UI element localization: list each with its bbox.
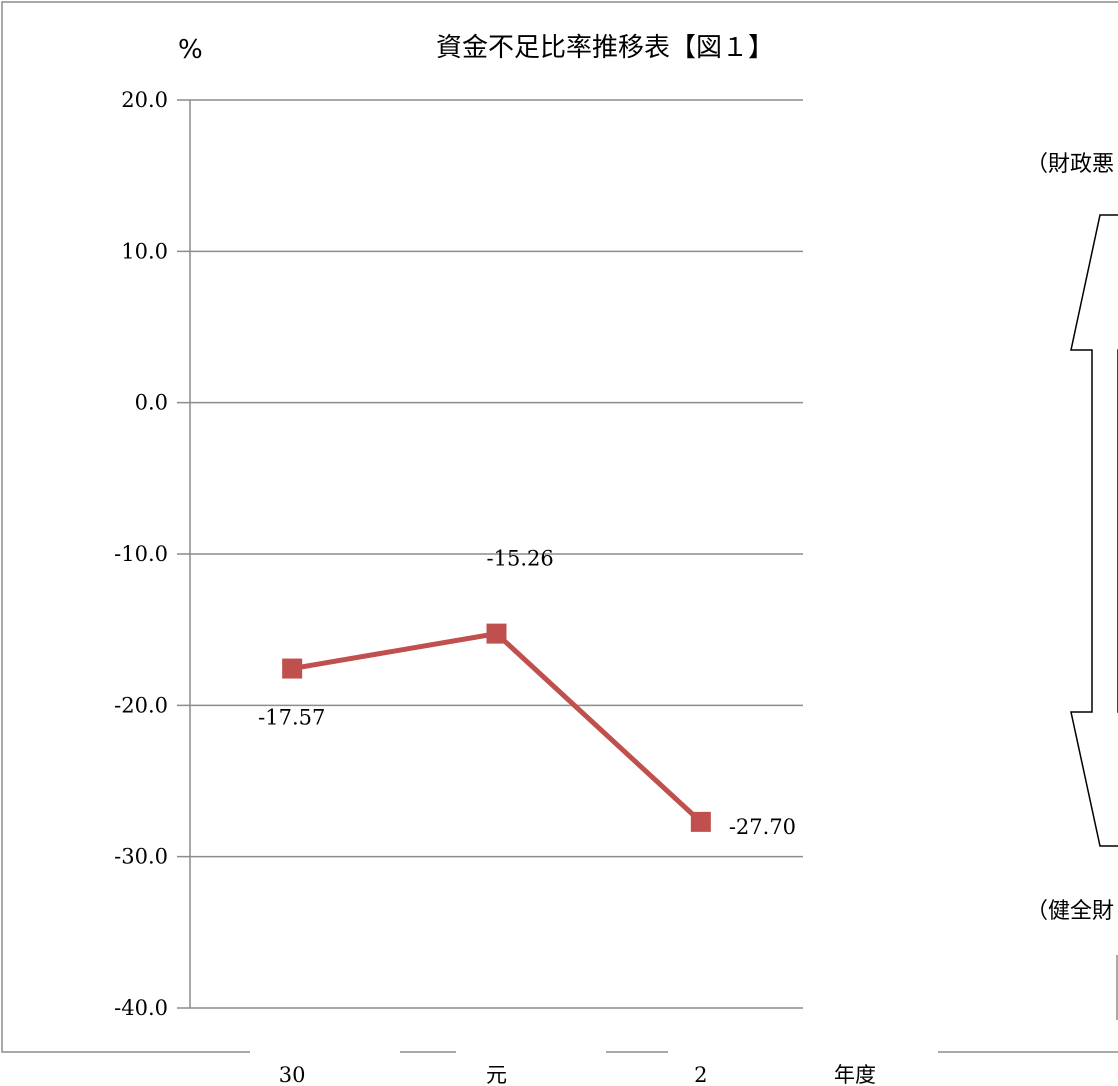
y-tick-label: 20.0 (121, 88, 168, 112)
data-label: -27.70 (729, 815, 796, 839)
x-axis-unit: 年度 (834, 1063, 876, 1086)
data-point-marker (690, 811, 711, 832)
xlabel-gap-1 (250, 1044, 400, 1060)
chart-frame (1, 1, 1118, 1053)
y-tick-label: -30.0 (114, 845, 168, 869)
y-tick-label: 0.0 (135, 391, 168, 415)
y-axis-unit: % (178, 35, 203, 65)
y-tick-label: -10.0 (114, 542, 168, 566)
side-top-label: （財政悪 (1026, 152, 1114, 177)
data-label: -15.26 (487, 547, 554, 571)
gridlines (177, 99, 803, 1009)
side-bottom-label: （健全財 (1026, 899, 1114, 924)
y-tick-label: -20.0 (114, 693, 168, 717)
x-tick-label: 2 (694, 1063, 707, 1086)
data-point-marker (282, 658, 303, 679)
series-group (282, 623, 711, 832)
y-tick-label: 10.0 (121, 239, 168, 263)
chart-title: 資金不足比率推移表【図１】 (436, 33, 774, 63)
data-point-marker (486, 623, 507, 644)
xlabel-gap-2 (456, 1044, 606, 1060)
data-label: -17.57 (258, 706, 325, 730)
y-tick-label: -40.0 (114, 996, 168, 1020)
xlabel-gap-3 (668, 1044, 938, 1060)
double-arrow-icon (1070, 214, 1118, 847)
series-line (291, 631, 703, 824)
x-tick-label: 30 (279, 1063, 306, 1086)
x-tick-labels: 30 元 2 (279, 1063, 708, 1086)
y-tick-labels: 20.0 10.0 0.0 -10.0 -20.0 -30.0 -40.0 (114, 88, 168, 1020)
x-tick-label: 元 (486, 1063, 507, 1086)
data-labels: -17.57 -15.26 -27.70 (258, 547, 796, 839)
